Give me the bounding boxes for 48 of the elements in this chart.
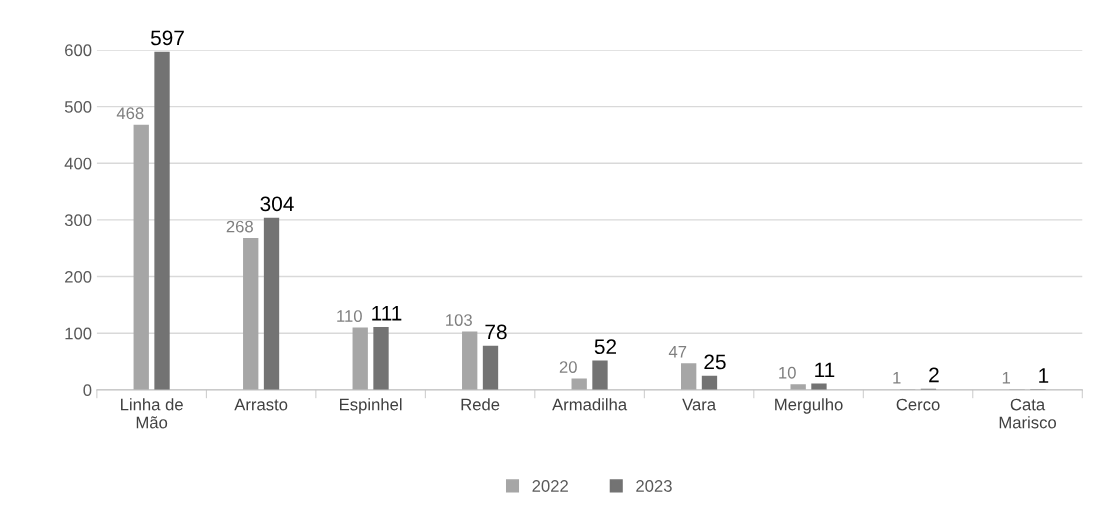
data-label: 304 [260,196,294,212]
x-tick-label: Arrasto [234,398,288,411]
legend-label: 2022 [532,480,568,492]
data-label: 52 [594,339,616,355]
x-tick-label: Cata Marisco [999,398,1057,429]
data-label: 1 [893,372,901,384]
bar [592,360,608,390]
y-tick-label: 600 [65,44,92,57]
bar [701,375,718,390]
x-tick-label: Espinhel [340,398,402,414]
data-label: 10 [779,366,796,379]
data-label: 111 [372,306,402,321]
data-label: 47 [668,346,687,358]
x-tick-label: Linha de Mão [121,398,183,429]
bar [263,217,280,390]
bar [243,238,259,390]
bar [681,363,697,390]
y-tick-label: 300 [64,214,92,227]
x-tick-label: Vara [682,398,717,411]
y-tick-label: 500 [64,101,92,113]
data-label: 78 [485,324,507,340]
bar [482,345,499,390]
x-tick-label: Armadilha [552,398,628,411]
data-label: 468 [116,107,144,120]
x-tick-label: Mergulho [775,398,843,414]
bar [790,384,806,390]
data-label: 1 [1002,372,1011,384]
y-tick-label: 200 [65,270,92,283]
legend-label: 2023 [636,480,672,492]
bar [352,327,368,390]
data-label: 20 [559,361,577,373]
data-label: 110 [337,310,362,322]
bar [154,51,170,390]
data-label: 597 [150,30,184,46]
y-tick-label: 400 [64,157,92,170]
data-label: 25 [704,354,726,370]
bar [133,124,149,390]
x-tick-label: Rede [461,398,500,411]
data-label: 103 [446,314,472,326]
x-tick-label: Cerco [896,398,940,411]
data-label: 1 [1039,368,1049,383]
y-tick-label: 100 [65,327,92,340]
data-label: 2 [929,367,939,383]
bar [462,331,478,390]
data-label: 11 [815,362,835,378]
y-tick-label: 0 [83,384,92,397]
bar [373,326,389,390]
data-label: 268 [226,220,253,233]
